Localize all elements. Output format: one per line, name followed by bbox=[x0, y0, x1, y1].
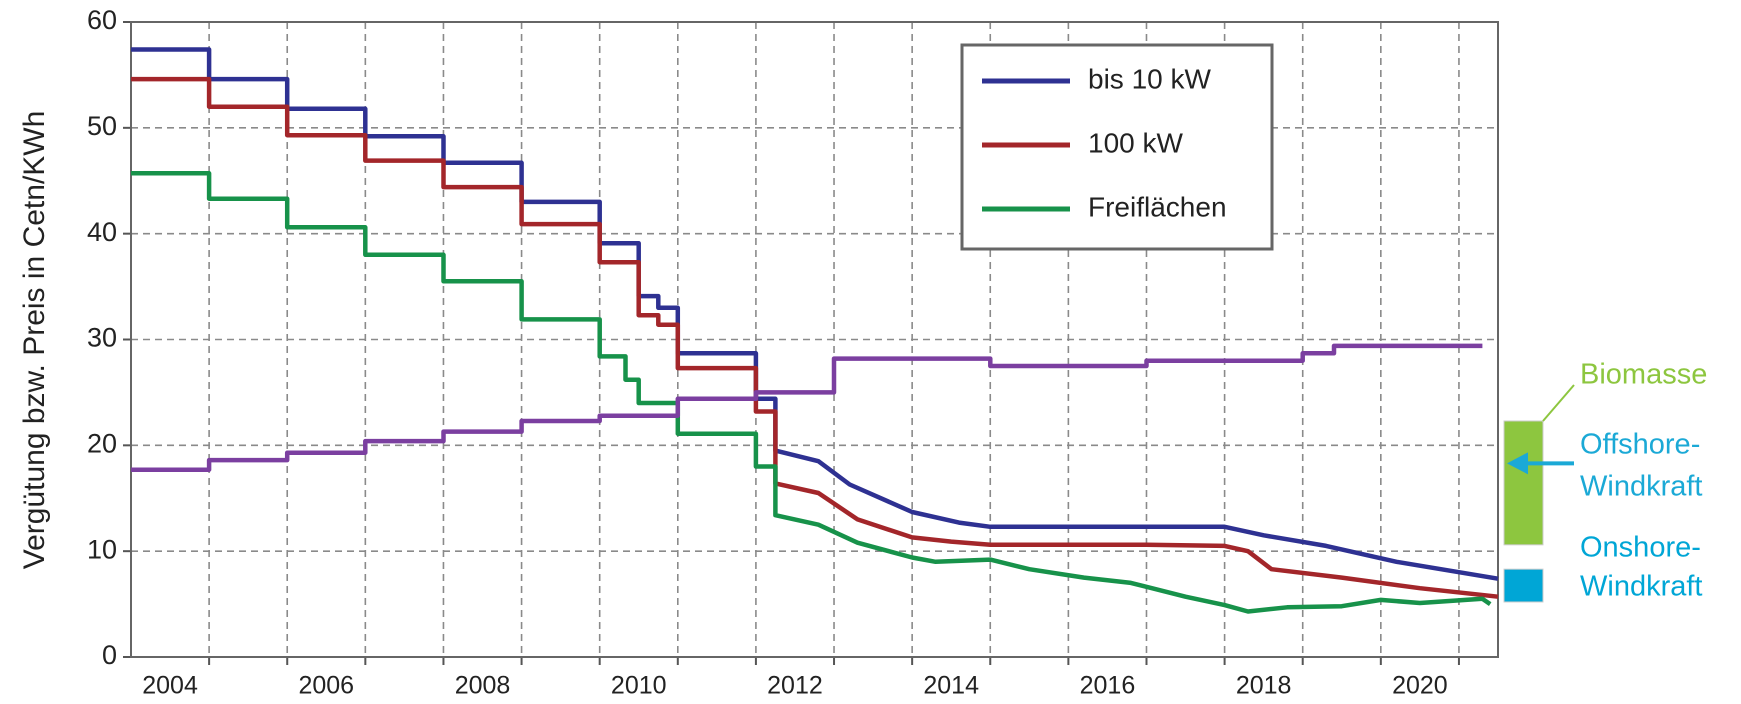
x-tick-label: 2018 bbox=[1236, 672, 1292, 700]
side-label: Onshore- bbox=[1580, 532, 1701, 564]
x-tick-label: 2006 bbox=[298, 672, 354, 700]
y-tick-label: 0 bbox=[102, 640, 117, 670]
y-tick-label: 40 bbox=[87, 217, 117, 247]
y-tick-label: 30 bbox=[87, 323, 117, 353]
y-tick-label: 60 bbox=[87, 5, 117, 35]
side-label: Windkraft bbox=[1580, 571, 1702, 603]
side-label: Windkraft bbox=[1580, 471, 1702, 503]
x-tick-label: 2010 bbox=[611, 672, 667, 700]
x-tick-label: 2012 bbox=[767, 672, 823, 700]
y-tick-label: 10 bbox=[87, 534, 117, 564]
x-tick-label: 2020 bbox=[1392, 672, 1448, 700]
legend-label: 100 kW bbox=[1088, 127, 1183, 158]
legend-label: Freiflächen bbox=[1088, 191, 1227, 222]
y-tick-label: 50 bbox=[87, 111, 117, 141]
arrow-head bbox=[1507, 452, 1528, 475]
series-line bbox=[131, 47, 1499, 581]
x-tick-label: 2008 bbox=[455, 672, 511, 700]
y-axis-title: Vergütung bzw. Preis in Cetn/KWh bbox=[18, 111, 51, 570]
x-tick-label: 2014 bbox=[923, 672, 979, 700]
side-label: Offshore- bbox=[1580, 429, 1700, 461]
side-bar bbox=[1503, 420, 1544, 546]
x-tick-label: 2016 bbox=[1080, 672, 1136, 700]
side-bar bbox=[1503, 568, 1544, 603]
series-line bbox=[131, 171, 1492, 614]
x-tick-label: 2004 bbox=[142, 672, 198, 700]
series-line bbox=[131, 76, 1499, 599]
plot-frame bbox=[130, 21, 1499, 658]
y-tick-label: 20 bbox=[87, 428, 117, 458]
series-line bbox=[131, 343, 1483, 472]
side-label: Biomasse bbox=[1580, 359, 1707, 391]
legend-label: bis 10 kW bbox=[1088, 63, 1211, 94]
leader-line bbox=[1542, 384, 1575, 422]
